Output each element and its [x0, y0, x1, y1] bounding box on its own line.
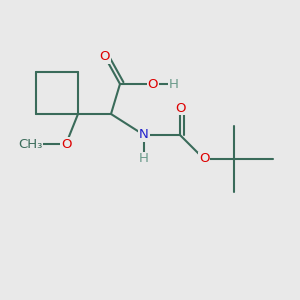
- Text: O: O: [148, 77, 158, 91]
- Text: O: O: [100, 50, 110, 64]
- Text: H: H: [169, 77, 179, 91]
- Text: CH₃: CH₃: [18, 137, 42, 151]
- Text: O: O: [199, 152, 209, 166]
- Text: O: O: [61, 137, 71, 151]
- Text: O: O: [175, 101, 185, 115]
- Text: H: H: [139, 152, 149, 166]
- Text: N: N: [139, 128, 149, 142]
